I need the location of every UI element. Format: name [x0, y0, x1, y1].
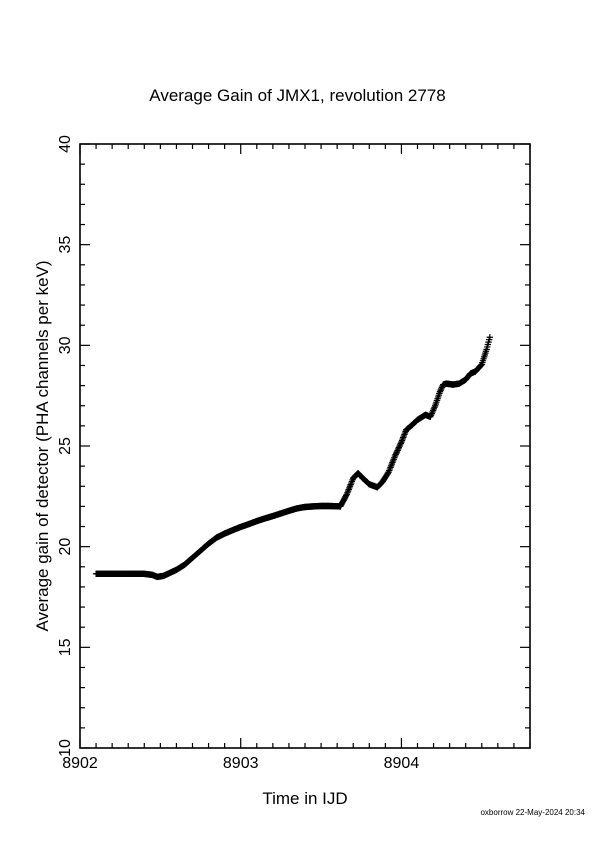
data-point	[399, 435, 406, 443]
y-tick-label: 20	[57, 538, 74, 556]
data-point	[394, 447, 401, 454]
data-point	[400, 434, 407, 441]
data-point	[437, 387, 444, 394]
data-point	[395, 444, 403, 451]
y-tick-label: 25	[57, 437, 74, 455]
data-point	[398, 438, 405, 446]
data-point	[398, 437, 406, 444]
data-point	[401, 429, 409, 437]
data-point	[396, 441, 404, 448]
y-tick-label: 35	[57, 236, 74, 254]
y-tick-label: 40	[57, 135, 74, 153]
x-tick-label: 8904	[384, 755, 420, 772]
data-point	[342, 492, 350, 499]
y-tick-label: 30	[57, 336, 74, 354]
data-point	[397, 440, 404, 447]
plot-frame	[79, 143, 531, 749]
data-point	[477, 362, 484, 370]
x-tick-label: 8902	[62, 755, 98, 772]
axis-ticks: 10 15 20 25 30 35 40 8902 8903 8904	[57, 135, 531, 772]
data-point	[401, 431, 408, 438]
data-point	[395, 445, 402, 453]
data-point	[486, 334, 494, 341]
data-point	[396, 443, 403, 450]
data-point	[393, 448, 401, 456]
y-tick-label: 15	[57, 638, 74, 656]
data-point	[392, 451, 399, 458]
data-point	[393, 450, 400, 457]
x-tick-label: 8903	[223, 755, 259, 772]
chart-title: Average Gain of JMX1, revolution 2778	[149, 86, 446, 105]
footer-stamp: oxborrow 22-May-2024 20:34	[480, 808, 585, 817]
data-point	[438, 385, 445, 393]
data-point	[436, 388, 444, 395]
data-points	[92, 334, 494, 581]
y-tick-label: 10	[57, 739, 74, 757]
x-axis-label: Time in IJD	[262, 789, 348, 808]
y-axis-label: Average gain of detector (PHA channels p…	[33, 260, 52, 631]
data-point	[391, 452, 399, 460]
data-point	[400, 432, 408, 440]
